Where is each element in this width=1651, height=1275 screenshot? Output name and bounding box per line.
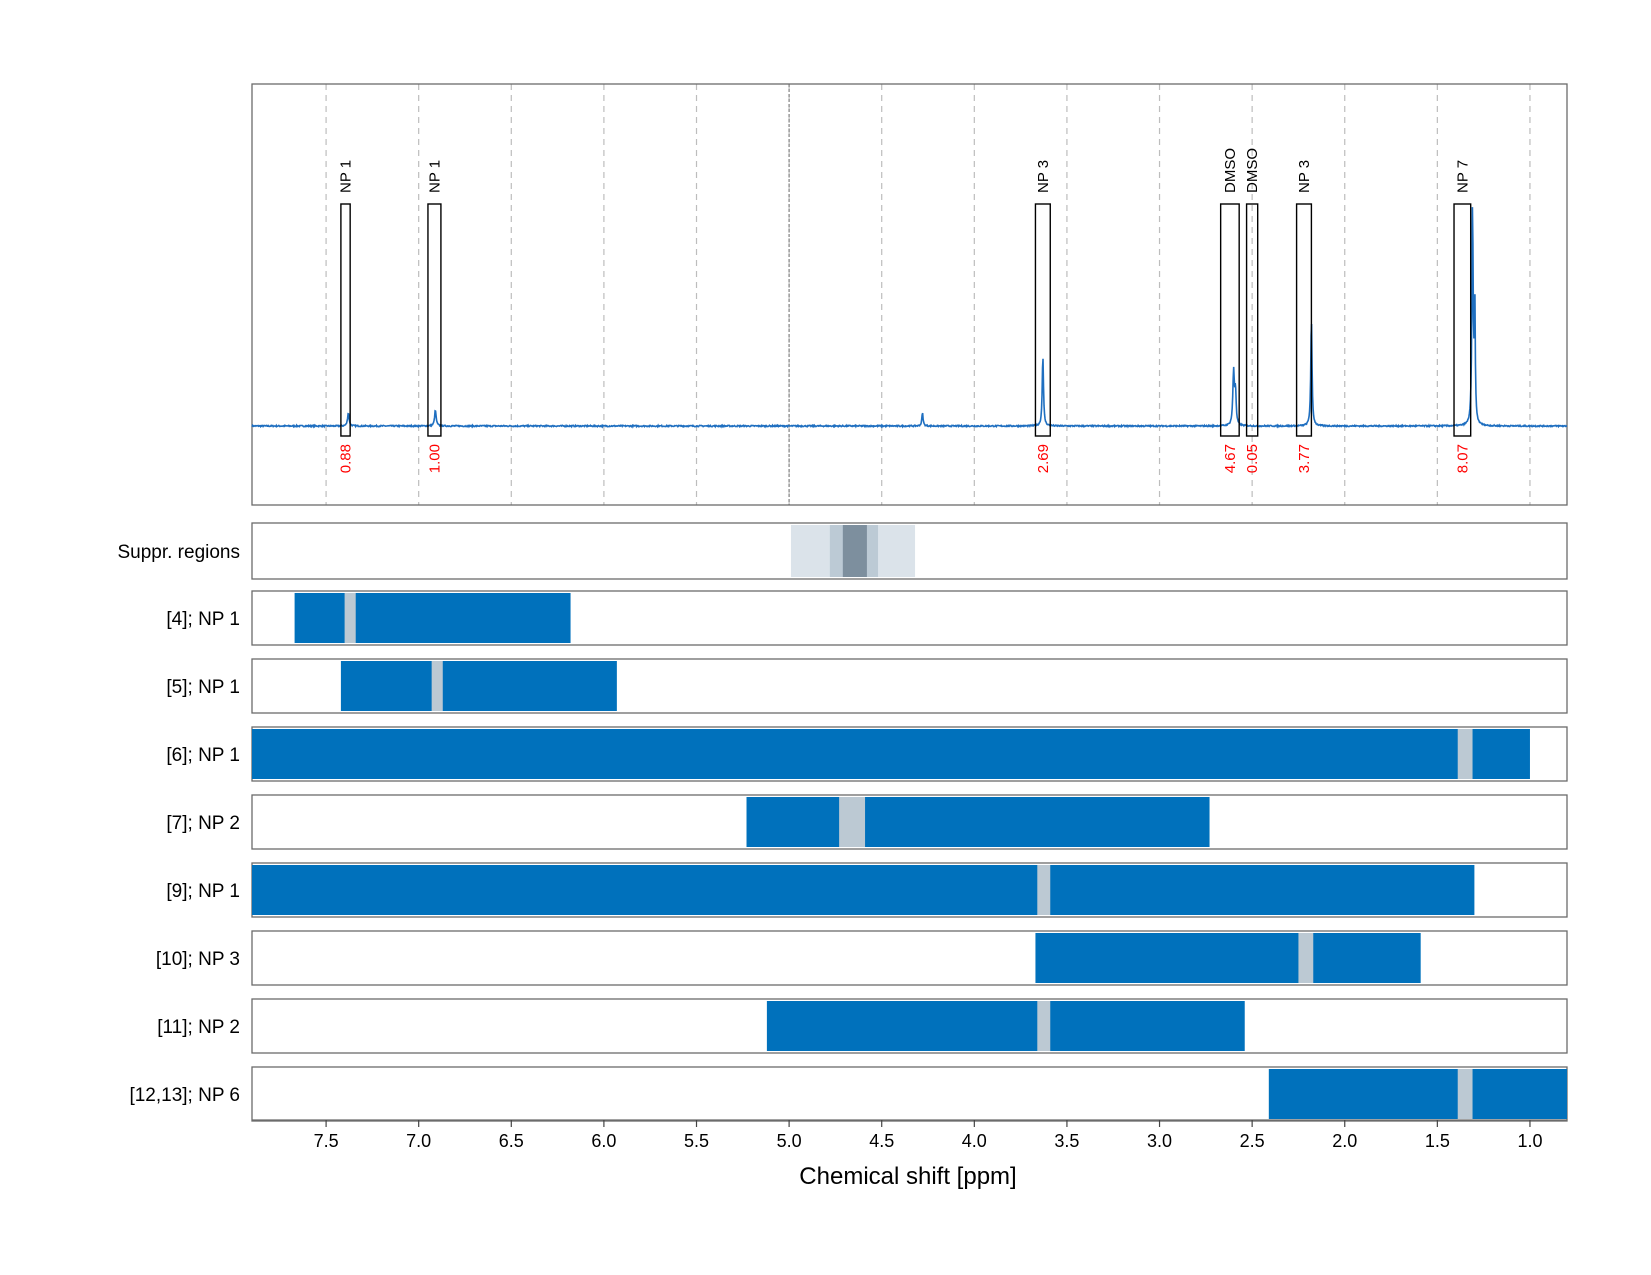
annotation-label: NP 7 [1454, 160, 1471, 193]
annotation-box [340, 203, 351, 437]
annotation-label: DMSO [1222, 148, 1239, 193]
track-label: [7]; NP 2 [166, 813, 240, 834]
track-bar [340, 661, 617, 711]
annotation-label: NP 3 [1035, 160, 1052, 193]
track-peak-marker [431, 661, 443, 711]
x-tick-label: 5.5 [684, 1131, 709, 1151]
suppression-band [842, 525, 867, 577]
x-axis: 7.5 7.0 6.5 6.0 5.5 5.0 4.5 4.0 3.5 3.0 2.5 2.0 1.5 1… [252, 1119, 1567, 1151]
x-tick-label: 6.0 [591, 1131, 616, 1151]
spectrum-trace [251, 207, 1568, 429]
spectrum-panel: NP 1 0.88 NP 1 1.00 NP 3 2.69 DMSO 4.67 DMSO 0.05… [251, 83, 1568, 506]
integral-value: 0.88 [338, 444, 355, 473]
x-tick-label: 2.0 [1332, 1131, 1357, 1151]
track-bar [1035, 933, 1421, 983]
integral-value: 4.67 [1222, 444, 1239, 473]
x-tick-label: 4.0 [962, 1131, 987, 1151]
x-tick-label: 6.5 [499, 1131, 524, 1151]
annotation-label: NP 1 [338, 160, 355, 193]
track-label: [6]; NP 1 [166, 745, 240, 766]
integral-value: 0.05 [1244, 444, 1261, 473]
track-label: [4]; NP 1 [166, 609, 240, 630]
suppression-track-label: Suppr. regions [117, 542, 240, 563]
track-bar [252, 729, 1530, 779]
track-peak-marker [1037, 1001, 1051, 1051]
integral-value: 1.00 [426, 444, 443, 473]
x-tick-label: 3.0 [1147, 1131, 1172, 1151]
track-peak-marker [839, 797, 866, 847]
x-tick-label: 1.5 [1425, 1131, 1450, 1151]
integral-value: 8.07 [1454, 444, 1471, 473]
grid-layer [325, 84, 1531, 505]
x-tick-label: 1.0 [1517, 1131, 1542, 1151]
track-peak-marker [344, 593, 356, 643]
track-peak-marker [1457, 729, 1473, 779]
track-peak-marker [1037, 865, 1051, 915]
tracks-layer: Suppr. regions [4]; NP 1 [5]; NP 1 [6]; NP … [117, 522, 1568, 1122]
track-peak-marker [1298, 933, 1314, 983]
track-label: [10]; NP 3 [156, 949, 240, 970]
annotation-box [427, 203, 442, 437]
track-peak-marker [1457, 1069, 1473, 1119]
annotation-box [1219, 203, 1240, 437]
annotation-label: DMSO [1244, 148, 1261, 193]
annotation-box [1245, 203, 1259, 437]
annotation-box [1034, 203, 1051, 437]
x-tick-label: 2.5 [1240, 1131, 1265, 1151]
annotation-box [1453, 203, 1472, 437]
x-tick-label: 4.5 [869, 1131, 894, 1151]
annotation-label: NP 1 [426, 160, 443, 193]
integral-value: 2.69 [1035, 444, 1052, 473]
track-bar [766, 1001, 1245, 1051]
spectrum-frame [251, 83, 1568, 506]
track-label: [5]; NP 1 [166, 677, 240, 698]
integral-value: 3.77 [1296, 444, 1313, 473]
x-tick-label: 5.0 [777, 1131, 802, 1151]
x-tick-label: 7.5 [314, 1131, 339, 1151]
x-tick-label: 7.0 [406, 1131, 431, 1151]
x-tick-label: 3.5 [1054, 1131, 1079, 1151]
track-bar [252, 865, 1475, 915]
annotation-label: NP 3 [1296, 160, 1313, 193]
track-bar [746, 797, 1210, 847]
track-bar [294, 593, 571, 643]
annotation-box [1295, 203, 1313, 437]
track-label: [11]; NP 2 [157, 1017, 240, 1038]
x-axis-label: Chemical shift [ppm] [799, 1163, 1016, 1190]
track-label: [12,13]; NP 6 [129, 1085, 240, 1106]
track-bar [1268, 1069, 1567, 1119]
track-label: [9]; NP 1 [166, 881, 240, 902]
